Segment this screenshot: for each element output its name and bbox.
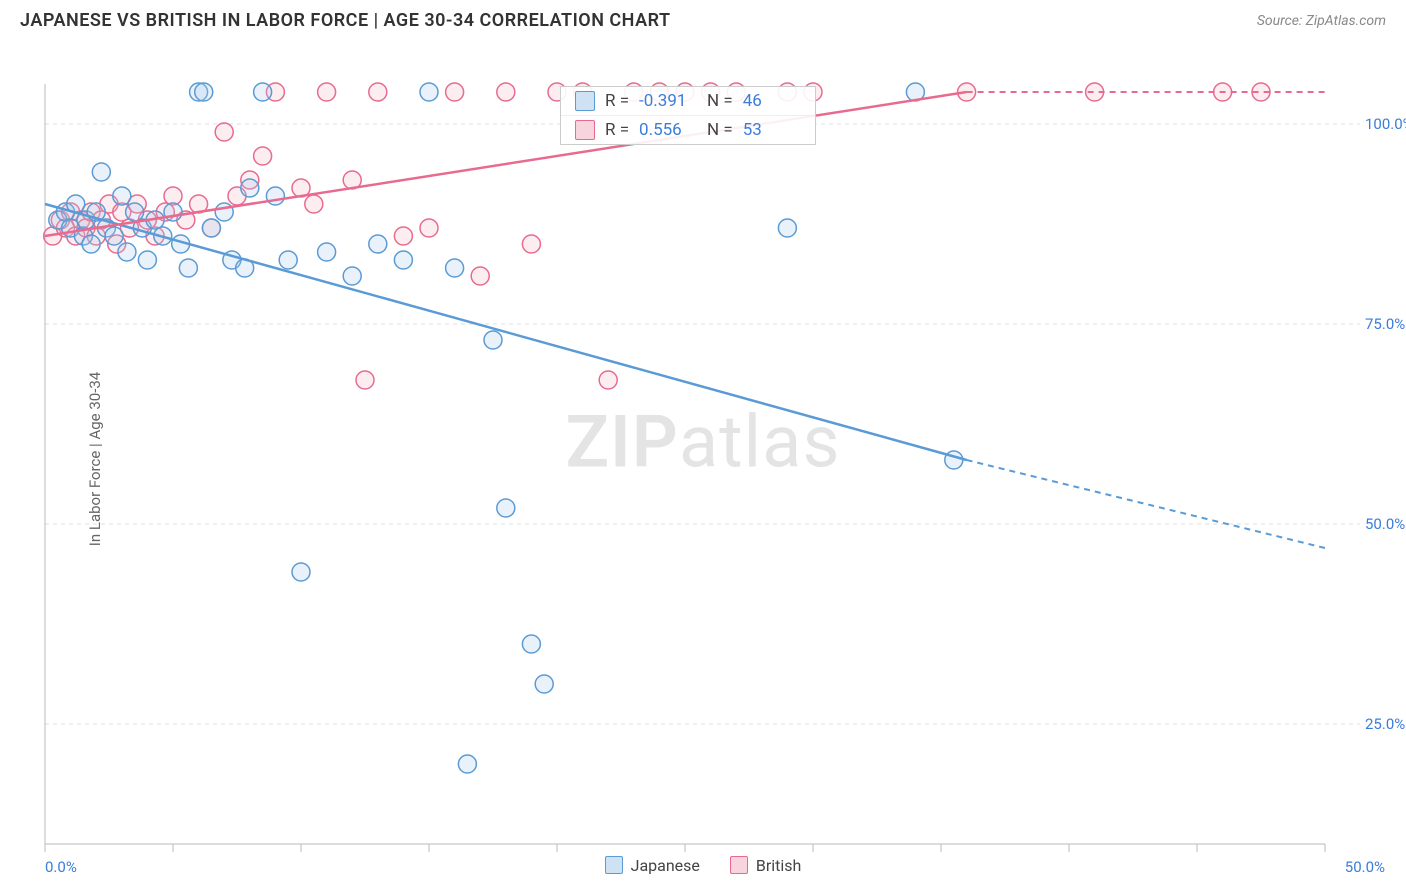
- chart-source: Source: ZipAtlas.com: [1257, 13, 1386, 29]
- n-value: 53: [743, 120, 801, 140]
- data-point: [254, 147, 272, 165]
- legend-label: Japanese: [631, 856, 700, 875]
- data-point: [446, 259, 464, 277]
- footer-legend: Japanese British: [0, 851, 1406, 879]
- svg-text:25.0%: 25.0%: [1365, 715, 1405, 733]
- data-point: [394, 251, 412, 269]
- data-point: [279, 251, 297, 269]
- svg-text:75.0%: 75.0%: [1365, 315, 1405, 333]
- data-point: [126, 203, 144, 221]
- stats-row: R = 0.556 N = 53: [561, 115, 815, 144]
- data-point: [92, 163, 110, 181]
- n-label: N =: [707, 120, 733, 140]
- data-point: [599, 371, 617, 389]
- n-value: 46: [743, 91, 801, 111]
- data-point: [215, 203, 233, 221]
- data-point: [484, 331, 502, 349]
- data-point: [471, 267, 489, 285]
- regression-line: [45, 204, 967, 460]
- data-point: [343, 267, 361, 285]
- legend-label: British: [756, 856, 801, 875]
- regression-line: [45, 92, 967, 236]
- data-point: [164, 203, 182, 221]
- data-point: [113, 187, 131, 205]
- chart-area: In Labor Force | Age 30-34 25.0% 50.0% 75.…: [0, 39, 1406, 879]
- data-point: [82, 235, 100, 253]
- svg-text:100.0%: 100.0%: [1365, 115, 1406, 133]
- y-axis-label: In Labor Force | Age 30-34: [86, 372, 104, 546]
- legend-swatch: [730, 856, 748, 874]
- data-point: [266, 187, 284, 205]
- data-point: [241, 179, 259, 197]
- data-point: [420, 219, 438, 237]
- n-label: N =: [707, 91, 733, 111]
- scatter-chart-svg: 25.0%50.0%75.0%100.0%0.0%50.0%: [0, 39, 1406, 879]
- stats-row: R = -0.391 N = 46: [561, 87, 815, 115]
- correlation-stats-box: R = -0.391 N = 46 R = 0.556 N = 53: [560, 86, 816, 145]
- r-label: R =: [605, 91, 629, 111]
- data-point: [138, 251, 156, 269]
- r-value: 0.556: [639, 120, 697, 140]
- data-point: [522, 635, 540, 653]
- data-point: [118, 243, 136, 261]
- data-point: [195, 83, 213, 101]
- data-point: [535, 675, 553, 693]
- legend-swatch: [605, 856, 623, 874]
- regression-extrapolation: [967, 460, 1325, 548]
- data-point: [497, 83, 515, 101]
- svg-text:50.0%: 50.0%: [1365, 515, 1405, 533]
- data-point: [318, 83, 336, 101]
- data-point: [254, 83, 272, 101]
- data-point: [778, 219, 796, 237]
- data-point: [420, 83, 438, 101]
- data-point: [394, 227, 412, 245]
- data-point: [105, 227, 123, 245]
- data-point: [305, 195, 323, 213]
- data-point: [369, 235, 387, 253]
- chart-header: JAPANESE VS BRITISH IN LABOR FORCE | AGE…: [0, 0, 1406, 39]
- data-point: [522, 235, 540, 253]
- data-point: [446, 83, 464, 101]
- data-point: [215, 123, 233, 141]
- r-label: R =: [605, 120, 629, 140]
- legend-item: British: [730, 856, 801, 875]
- stats-swatch: [575, 120, 595, 140]
- r-value: -0.391: [639, 91, 697, 111]
- data-point: [292, 563, 310, 581]
- data-point: [458, 755, 476, 773]
- data-point: [318, 243, 336, 261]
- legend-item: Japanese: [605, 856, 700, 875]
- data-point: [202, 219, 220, 237]
- data-point: [369, 83, 387, 101]
- chart-title: JAPANESE VS BRITISH IN LABOR FORCE | AGE…: [20, 10, 671, 31]
- data-point: [497, 499, 515, 517]
- data-point: [356, 371, 374, 389]
- data-point: [179, 259, 197, 277]
- stats-swatch: [575, 91, 595, 111]
